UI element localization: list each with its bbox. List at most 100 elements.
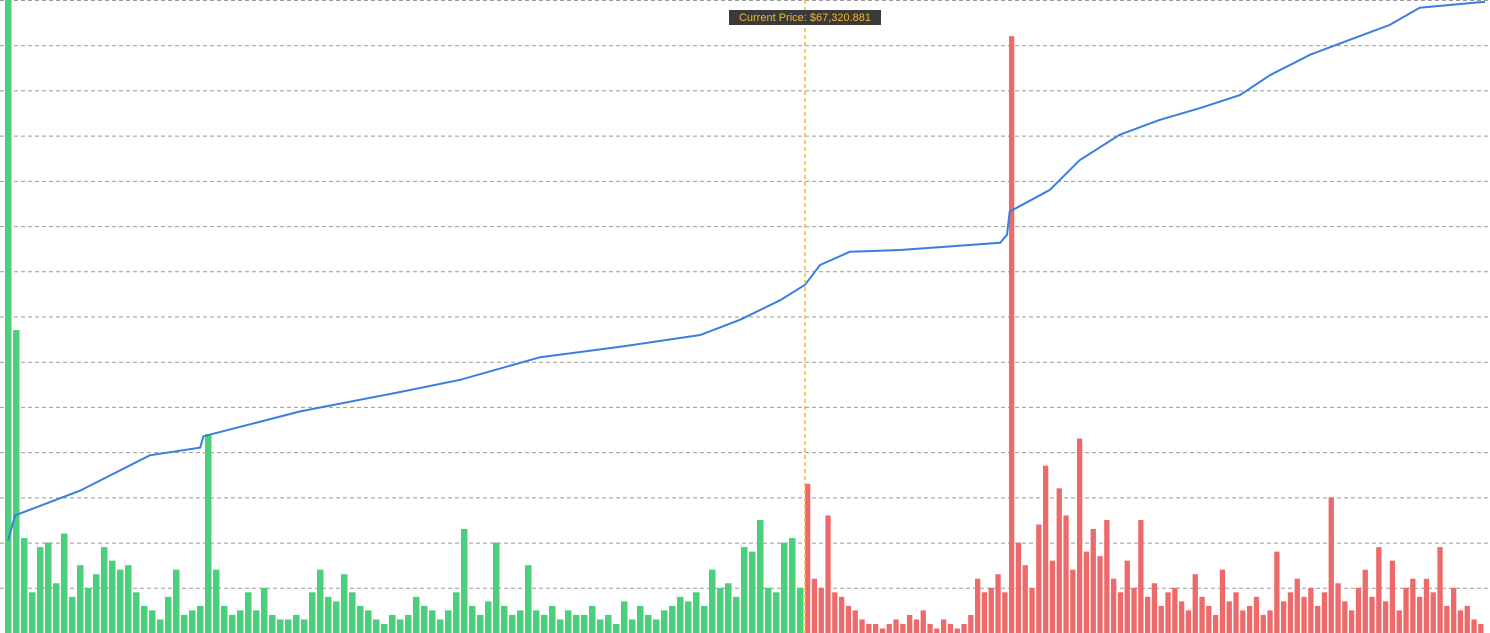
- depth-bar: [832, 592, 838, 633]
- depth-bar: [1158, 605, 1164, 633]
- depth-bar: [1437, 547, 1443, 633]
- depth-bar: [1070, 569, 1076, 633]
- depth-bar: [149, 610, 156, 633]
- depth-bar: [1464, 605, 1470, 633]
- depth-bar: [61, 533, 68, 633]
- depth-bar: [1104, 519, 1110, 633]
- depth-bar: [133, 592, 140, 633]
- depth-bar: [429, 610, 436, 633]
- depth-bar: [237, 610, 244, 633]
- depth-bar: [995, 574, 1001, 633]
- depth-bar: [1369, 596, 1375, 633]
- depth-bar: [701, 605, 708, 633]
- depth-bar: [1389, 560, 1396, 633]
- depth-bar: [968, 614, 974, 633]
- depth-bar: [717, 587, 724, 633]
- depth-bar: [77, 565, 84, 633]
- depth-bar: [1002, 592, 1008, 633]
- depth-bar: [773, 592, 780, 633]
- bars: [5, 0, 1484, 633]
- depth-bar: [1240, 610, 1246, 633]
- depth-bar: [597, 619, 604, 633]
- depth-bar: [1049, 560, 1056, 633]
- depth-bar: [1281, 601, 1287, 633]
- depth-bar: [1253, 596, 1260, 633]
- depth-bar: [173, 569, 180, 633]
- depth-bar: [357, 605, 364, 633]
- depth-bar: [741, 547, 748, 633]
- depth-bar: [613, 623, 620, 633]
- depth-bar: [920, 610, 926, 633]
- depth-bar: [333, 601, 340, 633]
- depth-bar: [53, 583, 60, 633]
- depth-bar: [261, 587, 268, 633]
- depth-bar: [21, 538, 28, 633]
- depth-bar: [781, 542, 788, 633]
- depth-bar: [961, 623, 967, 633]
- depth-bar: [1056, 488, 1062, 633]
- depth-bar: [565, 610, 572, 633]
- depth-bar: [5, 0, 12, 633]
- depth-bar: [1294, 578, 1300, 633]
- depth-bar: [509, 614, 516, 633]
- depth-bar: [1226, 601, 1232, 633]
- depth-bar: [1124, 560, 1130, 633]
- depth-bar: [825, 515, 831, 633]
- depth-bar: [941, 619, 947, 633]
- depth-bar: [301, 619, 308, 633]
- depth-bar: [1342, 601, 1348, 633]
- depth-bar: [101, 547, 108, 633]
- depth-bar: [981, 592, 988, 633]
- depth-bar: [517, 610, 524, 633]
- depth-bar: [453, 592, 460, 633]
- depth-bar: [709, 569, 716, 633]
- depth-bar: [1328, 497, 1334, 633]
- depth-bar: [1199, 596, 1205, 633]
- depth-bar: [1192, 574, 1198, 633]
- depth-bar: [13, 330, 20, 633]
- depth-bar: [485, 601, 492, 633]
- depth-bar: [733, 596, 740, 633]
- depth-bar: [1308, 587, 1314, 633]
- depth-bar: [581, 614, 588, 633]
- depth-bar: [1233, 592, 1239, 633]
- depth-bar: [493, 542, 500, 633]
- depth-bar: [1151, 583, 1158, 633]
- depth-bar: [1206, 605, 1212, 633]
- depth-bar: [765, 587, 772, 633]
- depth-bar: [1457, 610, 1464, 633]
- depth-bar: [37, 547, 44, 633]
- depth-bar: [469, 605, 476, 633]
- depth-bar: [1260, 614, 1266, 633]
- depth-bar: [365, 610, 372, 633]
- depth-bar: [285, 619, 292, 633]
- depth-bar: [1410, 578, 1416, 633]
- depth-bar: [1172, 587, 1178, 633]
- depth-bar: [317, 569, 324, 633]
- depth-bar: [1349, 610, 1355, 633]
- depth-bar: [341, 574, 348, 633]
- depth-bar: [549, 605, 556, 633]
- depth-bar: [1015, 542, 1022, 633]
- depth-bar: [1029, 587, 1035, 633]
- depth-line: [7, 0, 1486, 541]
- depth-bar: [934, 628, 940, 633]
- depth-bar: [669, 605, 676, 633]
- depth-bar: [637, 605, 644, 633]
- depth-bar: [245, 592, 252, 633]
- depth-bar: [269, 614, 276, 633]
- depth-bar: [1451, 587, 1457, 633]
- depth-bar: [445, 610, 452, 633]
- depth-bar: [1179, 601, 1185, 633]
- depth-bar: [557, 619, 564, 633]
- depth-bar: [1301, 596, 1307, 633]
- depth-bar: [381, 623, 388, 633]
- depth-bar: [621, 601, 628, 633]
- depth-bar: [533, 610, 540, 633]
- depth-bar: [988, 587, 994, 633]
- depth-bar: [805, 483, 811, 633]
- depth-bar: [1267, 610, 1273, 633]
- depth-bar: [93, 574, 100, 633]
- depth-bar: [589, 605, 596, 633]
